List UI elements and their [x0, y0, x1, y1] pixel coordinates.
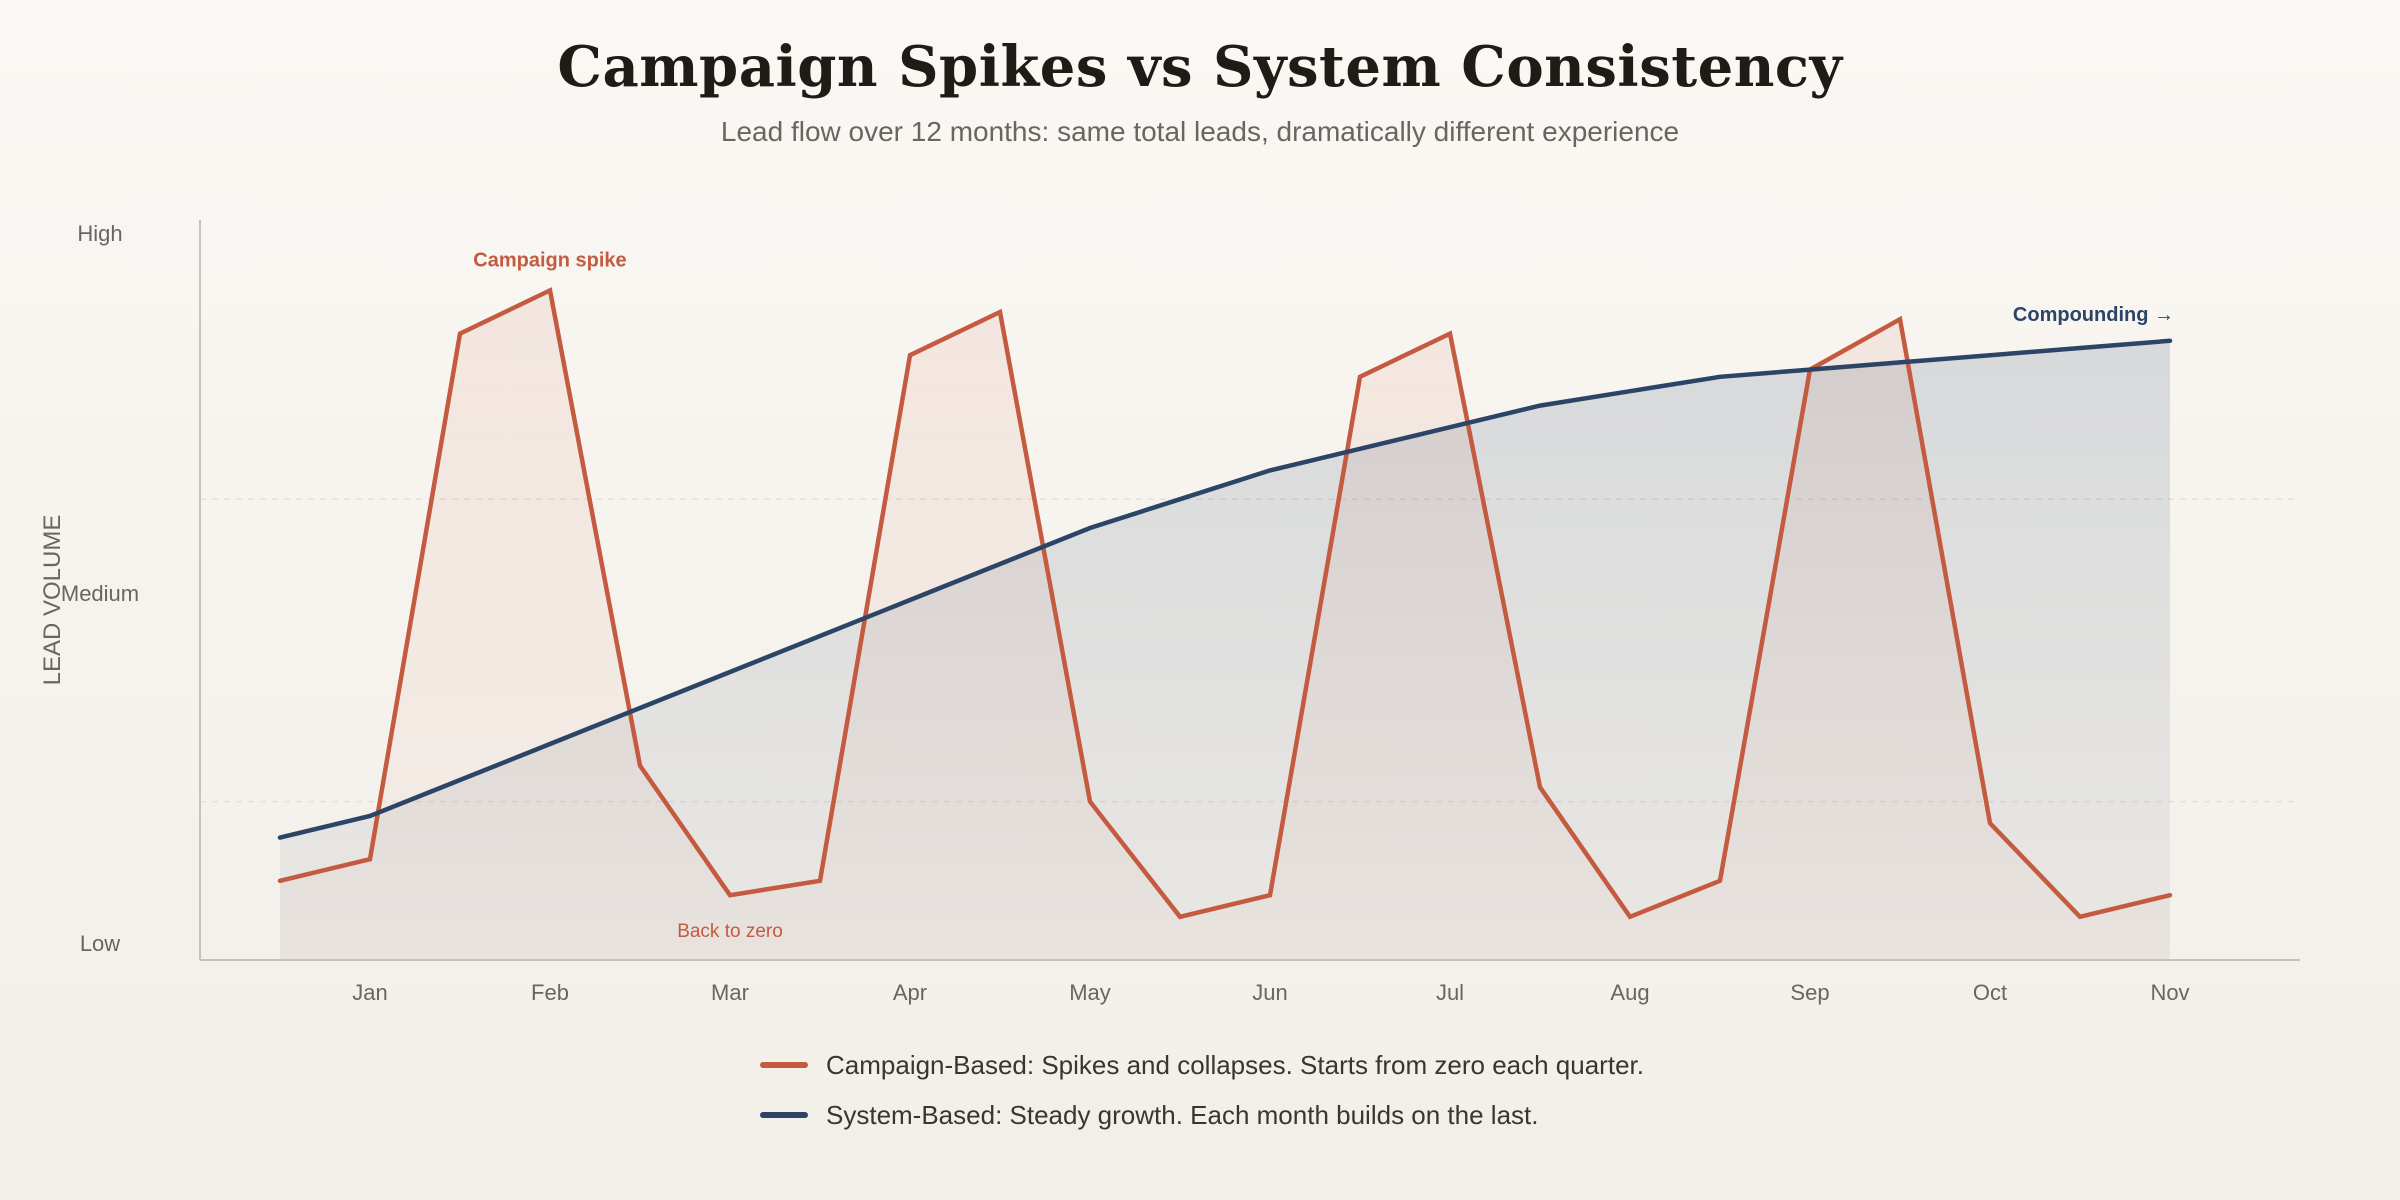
x-tick-label: Nov: [2150, 980, 2189, 1005]
legend-item-campaign: Campaign-Based: Spikes and collapses. St…: [760, 1040, 1644, 1090]
x-tick-label: Feb: [531, 980, 569, 1005]
series-line-system: [277, 338, 2173, 840]
y-tick-label: High: [77, 221, 122, 246]
y-tick-label: Low: [80, 931, 120, 956]
legend-label-campaign: Campaign-Based: Spikes and collapses. St…: [826, 1049, 1644, 1080]
x-tick-label: Jan: [352, 980, 387, 1005]
x-tick-label: Oct: [1973, 980, 2007, 1005]
y-tick-label: Medium: [61, 581, 139, 606]
series-line-campaign: [277, 287, 2173, 920]
x-tick-label: May: [1069, 980, 1111, 1005]
x-tick-label: Apr: [893, 980, 927, 1005]
annotation-1: Back to zero: [677, 921, 783, 942]
legend-swatch-campaign: [760, 1062, 808, 1068]
y-axis-label: LEAD VOLUME: [39, 515, 66, 686]
x-tick-label: Jul: [1436, 980, 1464, 1005]
legend-item-system: System-Based: Steady growth. Each month …: [760, 1090, 1644, 1140]
x-tick-label: Sep: [1790, 980, 1829, 1005]
line-chart: High Medium Low LEAD VOLUME Jan Feb Mar Apr May J…: [39, 220, 2300, 1005]
legend-swatch-system: [760, 1112, 808, 1118]
annotation-0: Campaign spike: [473, 249, 626, 271]
x-tick-label: Aug: [1610, 980, 1649, 1005]
chart-legend: Campaign-Based: Spikes and collapses. St…: [760, 1040, 1644, 1140]
chart-title: Campaign Spikes vs System Consistency: [557, 34, 1843, 100]
chart-subtitle: Lead flow over 12 months: same total lea…: [720, 116, 1680, 147]
annotation-2: Compounding →: [2013, 304, 2174, 326]
series-area-1: [280, 340, 2170, 960]
x-tick-label: Mar: [711, 980, 749, 1005]
legend-label-system: System-Based: Steady growth. Each month …: [826, 1099, 1539, 1130]
x-tick-label: Jun: [1252, 980, 1287, 1005]
